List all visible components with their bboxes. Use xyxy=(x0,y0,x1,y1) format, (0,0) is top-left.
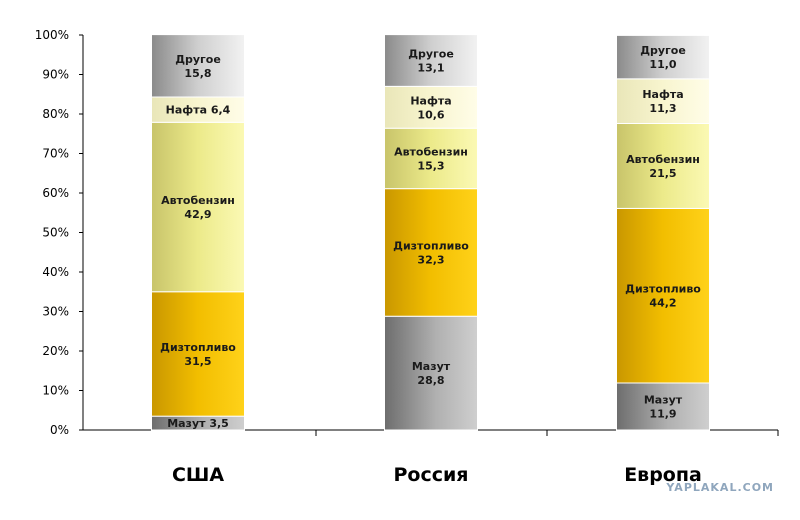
bar-segment-label: Дизтопливо 32,3 xyxy=(393,239,469,266)
bar-segment-label: Автобензин 42,9 xyxy=(161,194,235,221)
y-tick-label: 90% xyxy=(42,68,69,82)
bar-segment xyxy=(616,122,710,209)
bar-segment xyxy=(616,78,710,124)
bar-segment-label: Мазут 11,9 xyxy=(644,393,683,420)
bar-segment xyxy=(384,85,478,129)
y-tick-label: 70% xyxy=(42,147,69,161)
bar-segment xyxy=(384,188,478,317)
bar-segment xyxy=(151,34,245,98)
bar-segment-label: Автобензин 15,3 xyxy=(394,145,468,172)
bar-segment-label: Другое 15,8 xyxy=(175,53,221,80)
bar-segment xyxy=(151,291,245,417)
bar-segment xyxy=(616,34,710,80)
bar-segment xyxy=(151,96,245,123)
bar-segment-label: Мазут 3,5 xyxy=(167,417,229,430)
bar-segment xyxy=(616,382,710,431)
category-labels: США Россия Европа xyxy=(172,464,702,486)
watermark: YAPLAKAL.COM xyxy=(666,481,774,494)
category-label: Россия xyxy=(393,464,468,486)
bar-segment xyxy=(151,121,245,293)
y-tick-label: 0% xyxy=(50,423,69,437)
y-tick-label: 40% xyxy=(42,265,69,279)
category-label: США xyxy=(172,464,224,486)
y-tick-label: 100% xyxy=(35,28,69,42)
y-tick-label: 10% xyxy=(42,384,69,398)
bar-segment-label: Дизтопливо 31,5 xyxy=(160,341,236,368)
bar-segment-label: Нафта 6,4 xyxy=(166,104,231,117)
bar-segment-label: Мазут 28,8 xyxy=(412,360,451,387)
bar-segment-label: Дизтопливо 44,2 xyxy=(625,283,701,310)
bar-segment xyxy=(616,207,710,384)
category-label: Европа xyxy=(624,464,702,486)
y-tick-label: 80% xyxy=(42,107,69,121)
y-tick-label: 30% xyxy=(42,305,69,319)
y-tick-label: 50% xyxy=(42,226,69,240)
bar-segment-label: Другое 13,1 xyxy=(408,47,454,74)
bar-segment-label: Нафта 10,6 xyxy=(410,94,451,121)
y-tick-label: 60% xyxy=(42,186,69,200)
bar-segment-label: Нафта 11,3 xyxy=(642,88,683,115)
bar-segment-label: Автобензин 21,5 xyxy=(626,153,700,180)
bar-segment xyxy=(384,315,478,431)
axes: 0% 10% 20% 30% 40% 50% 60% 70% 80% 90% 100% xyxy=(35,28,779,437)
y-tick-label: 20% xyxy=(42,344,69,358)
bar-segment xyxy=(384,34,478,87)
bar-segment xyxy=(384,127,478,190)
bar-segment-label: Другое 11,0 xyxy=(640,44,686,71)
bars: Мазут 3,5 Дизтопливо 31,5 Автобензин 42,9 Наф… xyxy=(151,34,710,431)
